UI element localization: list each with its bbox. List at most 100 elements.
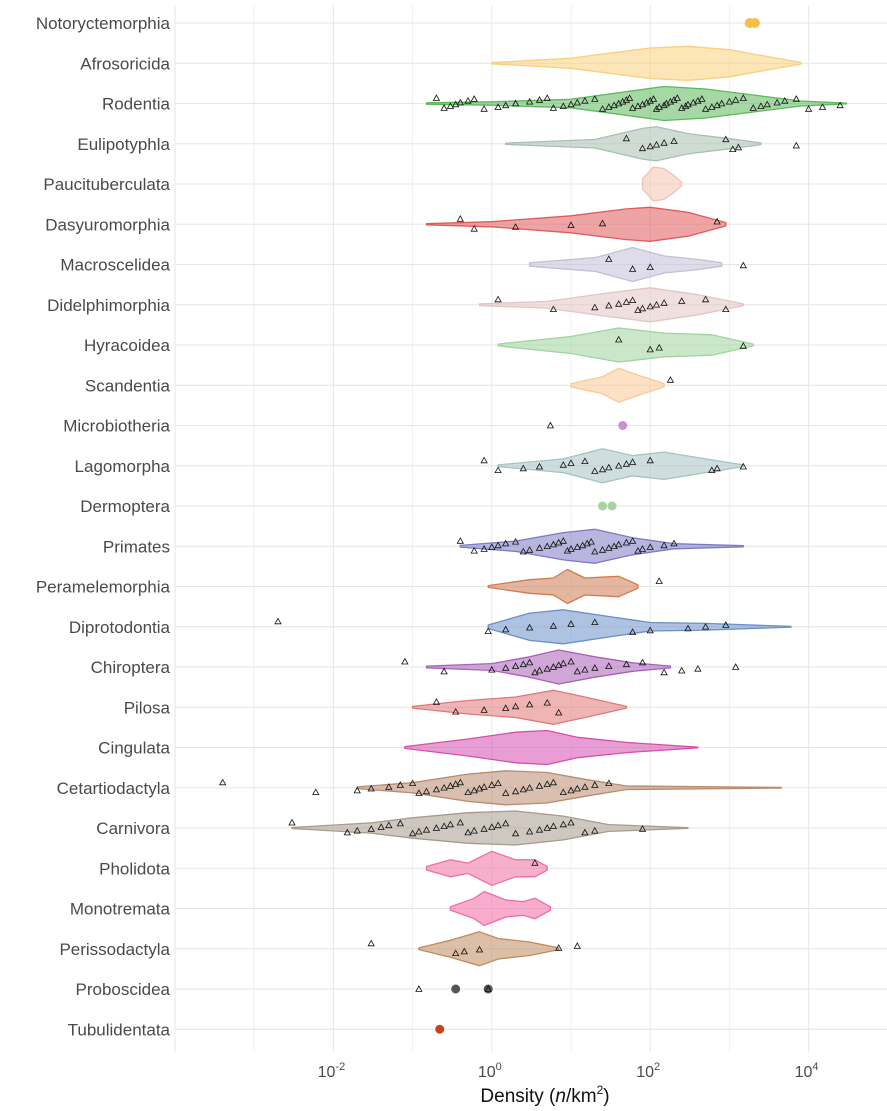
observation-triangle — [732, 663, 740, 670]
observation-triangle — [646, 626, 654, 634]
violin-perissodactyla — [418, 931, 560, 967]
observation-triangle — [701, 105, 710, 112]
observation-triangle — [446, 102, 455, 109]
x-tick-label: 100 — [478, 1061, 502, 1081]
observation-triangle — [581, 783, 589, 790]
observation-triangle — [422, 787, 431, 795]
observation-triangle — [646, 456, 654, 464]
x-tick-label: 104 — [795, 1061, 819, 1081]
observation-triangle — [681, 102, 690, 109]
observation-triangle — [543, 698, 551, 706]
observation-triangle — [573, 667, 581, 675]
observation-triangle — [678, 297, 686, 304]
observation-triangle — [511, 829, 520, 837]
observation-triangle — [440, 822, 448, 829]
observation-triangle — [559, 461, 567, 468]
observation-triangle — [591, 664, 599, 671]
observation-triangle — [615, 300, 623, 307]
observation-triangle — [353, 786, 361, 794]
observation-triangle — [567, 818, 575, 826]
observation-triangle — [615, 540, 623, 548]
observation-triangle — [312, 788, 320, 795]
observation-triangle — [581, 828, 589, 836]
observation-triangle — [605, 662, 613, 669]
observation-triangle — [559, 788, 567, 795]
observation-triangle — [452, 780, 460, 787]
observation-triangle — [628, 628, 637, 635]
observation-triangle — [494, 821, 502, 829]
observation-triangle — [408, 829, 417, 837]
violin-didelphimorphia — [478, 287, 744, 323]
observation-triangle — [470, 786, 478, 794]
violin-peramelemorphia — [487, 568, 639, 605]
observation-triangle — [587, 537, 595, 545]
data-point — [435, 1024, 445, 1034]
violin-pholidota — [425, 850, 548, 886]
x-axis-ticks: 10-2 100 102 104 — [318, 1061, 819, 1081]
observation-triangle — [525, 97, 534, 105]
category-labels: Notoryctemorphia Afrosoricida Rodentia Euli… — [36, 14, 171, 1039]
observation-triangle — [502, 704, 510, 711]
observation-triangle — [605, 103, 613, 110]
observation-triangle — [578, 541, 587, 549]
observation-triangle — [652, 300, 661, 308]
observation-triangle — [456, 214, 464, 222]
observation-triangle — [555, 708, 563, 716]
observation-triangle — [722, 305, 730, 312]
observation-triangle — [511, 223, 520, 230]
category-label: Pilosa — [124, 698, 171, 717]
observation-triangle — [525, 783, 534, 791]
observation-triangle — [367, 784, 375, 792]
observation-triangle — [591, 303, 599, 311]
observation-triangle — [549, 822, 558, 829]
observation-triangle — [660, 541, 668, 549]
observation-triangle — [573, 98, 581, 106]
violin-scandentia — [570, 367, 665, 403]
observation-triangle — [502, 101, 510, 109]
observation-triangle — [452, 707, 460, 715]
observation-triangle — [622, 538, 631, 546]
observation-triangle — [605, 463, 613, 471]
category-label: Dasyuromorphia — [45, 215, 170, 234]
violin-rodentia — [425, 85, 848, 122]
violin-primates — [459, 528, 744, 564]
observation-triangle — [535, 825, 544, 833]
observation-triangle — [511, 537, 520, 545]
observation-triangle — [689, 98, 697, 106]
observation-triangle — [385, 821, 393, 829]
observation-triangle — [694, 664, 702, 672]
category-label: Pholidota — [99, 859, 170, 878]
observation-triangle — [525, 700, 534, 708]
observation-triangle — [678, 666, 686, 674]
observation-triangle — [488, 665, 496, 673]
violin-chiroptera — [425, 649, 672, 685]
observation-triangle — [722, 135, 730, 143]
observation-triangle — [718, 99, 726, 107]
observation-triangle — [732, 96, 740, 103]
observation-triangle — [670, 96, 678, 103]
observation-triangle — [673, 94, 681, 101]
observation-triangle — [543, 780, 551, 787]
category-label: Tubulidentata — [68, 1020, 171, 1039]
observation-triangle — [591, 618, 599, 625]
observation-triangle — [440, 667, 448, 675]
observation-triangle — [555, 661, 563, 668]
observation-triangle — [698, 95, 706, 102]
observation-triangle — [535, 96, 544, 103]
observation-triangle — [502, 789, 510, 796]
observation-triangle — [559, 659, 567, 667]
observation-triangle — [591, 826, 599, 834]
observation-triangle — [494, 295, 502, 303]
observation-triangle — [646, 302, 654, 310]
observation-triangle — [511, 787, 520, 795]
category-label: Cetartiodactyla — [57, 779, 171, 798]
observation-triangle — [502, 625, 510, 633]
observation-triangle — [598, 546, 607, 553]
category-label: Didelphimorphia — [47, 296, 170, 315]
observation-triangle — [367, 825, 375, 832]
observation-triangle — [415, 827, 423, 835]
category-label: Notoryctemorphia — [36, 14, 171, 33]
observation-triangle — [581, 96, 589, 104]
observation-triangle — [713, 464, 721, 472]
observation-triangle — [818, 103, 827, 110]
